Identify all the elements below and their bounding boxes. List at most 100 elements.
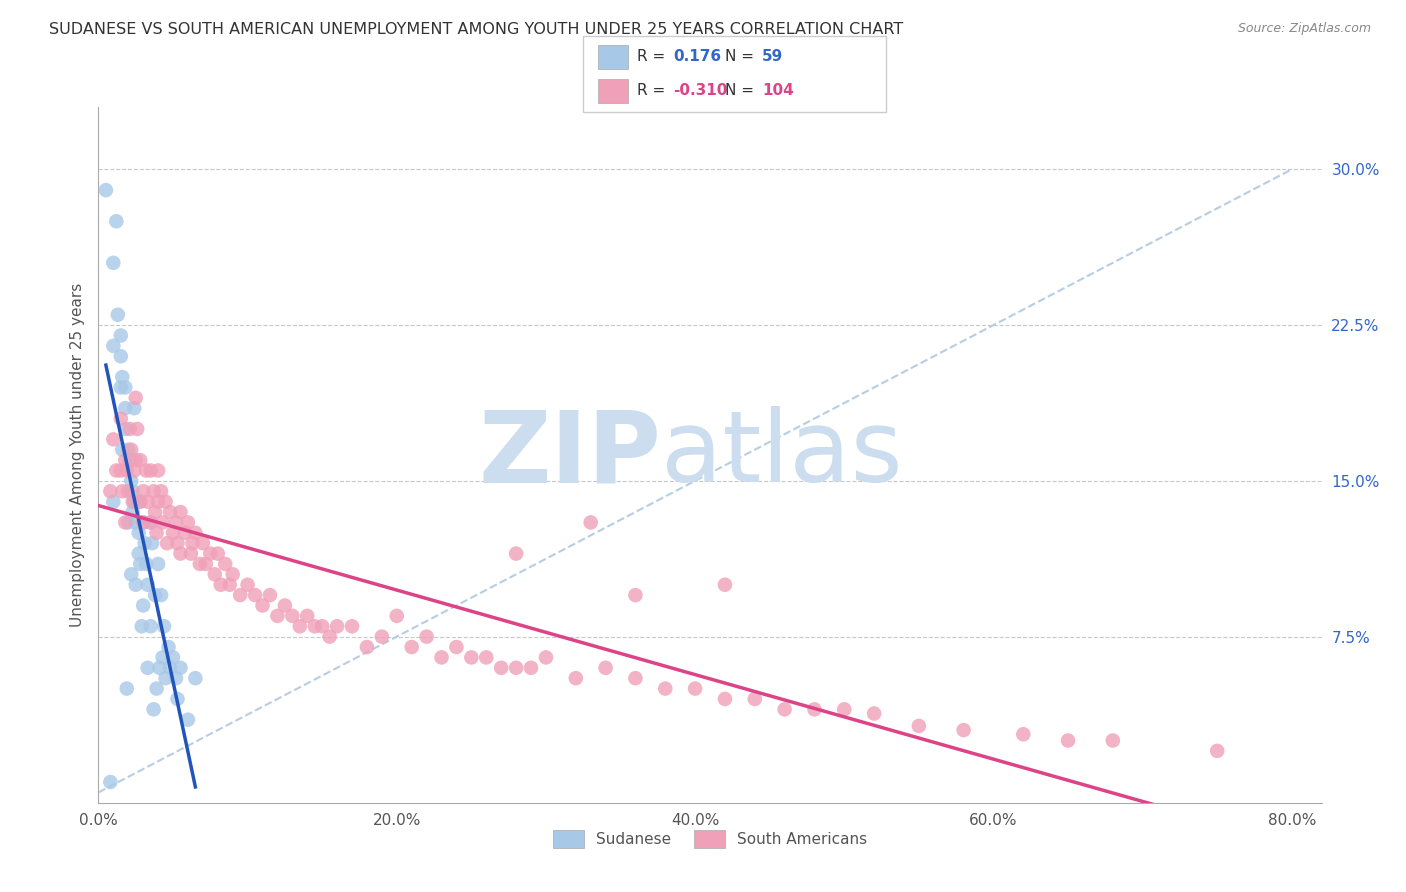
Point (105, 214, 128, 228)
Point (165, 516, 187, 530)
Point (114, 422, 136, 436)
Point (117, 484, 139, 499)
Point (107, 308, 129, 322)
Point (229, 588, 252, 602)
Point (118, 422, 141, 436)
Point (135, 463, 157, 477)
Point (128, 525, 150, 540)
Point (125, 516, 148, 530)
Text: -0.310: -0.310 (673, 83, 728, 97)
Point (121, 494, 143, 508)
Point (132, 516, 155, 530)
Point (174, 525, 197, 540)
Point (209, 578, 232, 592)
Point (114, 453, 136, 467)
Point (371, 630, 394, 644)
Point (103, 339, 125, 353)
Point (683, 681, 706, 696)
Point (166, 692, 188, 706)
Point (115, 681, 138, 696)
Point (115, 463, 138, 477)
Text: 104: 104 (762, 83, 794, 97)
Point (118, 453, 141, 467)
Point (114, 380, 136, 394)
Point (129, 557, 152, 571)
Point (132, 599, 155, 613)
Text: N =: N = (725, 49, 759, 63)
Point (520, 661, 543, 675)
Point (204, 567, 226, 582)
Point (773, 702, 796, 716)
Point (153, 619, 176, 633)
Point (145, 525, 167, 540)
Point (129, 453, 152, 467)
Point (475, 650, 498, 665)
Point (145, 681, 167, 696)
Point (98, 484, 121, 499)
Point (166, 536, 188, 550)
Point (142, 702, 165, 716)
Point (129, 494, 152, 508)
Point (169, 505, 191, 519)
Point (165, 671, 187, 685)
Point (415, 630, 437, 644)
Text: Source: ZipAtlas.com: Source: ZipAtlas.com (1237, 22, 1371, 36)
Point (141, 536, 163, 550)
Y-axis label: Unemployment Among Youth under 25 years: Unemployment Among Youth under 25 years (69, 283, 84, 627)
Point (117, 442, 139, 457)
Point (1101, 733, 1123, 747)
Point (110, 328, 132, 343)
Point (297, 608, 319, 623)
Point (184, 671, 207, 685)
Point (356, 640, 378, 654)
Point (595, 661, 617, 675)
Point (489, 661, 512, 675)
Point (111, 370, 134, 384)
Point (134, 536, 156, 550)
Point (98, 775, 121, 789)
Point (654, 681, 676, 696)
Point (110, 463, 132, 477)
Point (832, 702, 855, 716)
Point (122, 401, 145, 416)
Point (146, 463, 169, 477)
Point (149, 661, 172, 675)
Point (169, 547, 191, 561)
Point (191, 536, 214, 550)
Point (132, 516, 155, 530)
Point (162, 650, 184, 665)
Point (177, 713, 200, 727)
Point (120, 442, 142, 457)
Point (288, 619, 311, 633)
Point (207, 547, 229, 561)
Point (143, 588, 166, 602)
Point (139, 516, 162, 530)
Point (169, 661, 191, 675)
Point (714, 692, 737, 706)
Point (505, 661, 527, 675)
Point (908, 719, 931, 733)
Point (152, 516, 174, 530)
Point (120, 474, 142, 488)
Point (181, 536, 204, 550)
Point (311, 619, 333, 633)
Point (132, 484, 155, 499)
Text: 59: 59 (762, 49, 783, 63)
Point (142, 484, 165, 499)
Point (218, 578, 240, 592)
Point (326, 619, 349, 633)
Point (121, 505, 143, 519)
Point (146, 557, 169, 571)
Point (156, 536, 179, 550)
Point (139, 463, 162, 477)
Point (105, 463, 128, 477)
Point (281, 608, 304, 623)
Point (155, 494, 177, 508)
Point (139, 619, 162, 633)
Point (1012, 727, 1035, 741)
Point (340, 619, 363, 633)
Point (157, 640, 180, 654)
Point (110, 380, 132, 394)
Point (236, 578, 259, 592)
Point (534, 650, 557, 665)
